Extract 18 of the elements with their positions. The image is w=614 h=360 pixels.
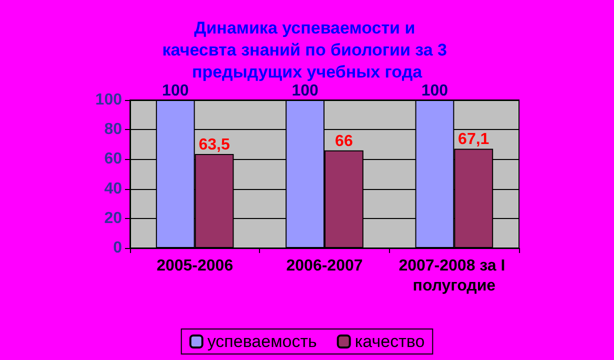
data-label: 67,1 (458, 131, 490, 148)
legend-label: успеваемость (207, 332, 318, 351)
data-label: 63,5 (198, 136, 230, 154)
y-tick-label: 40 (104, 180, 122, 198)
x-tick-label: 2006-2007 (286, 258, 363, 274)
data-label: 100 (421, 82, 448, 100)
y-tick-label: 100 (95, 92, 122, 108)
data-label: 66 (335, 132, 353, 150)
x-tick-label: 2005-2006 (156, 258, 234, 274)
y-tick-label: 60 (104, 150, 122, 168)
data-label: 100 (292, 82, 318, 100)
y-tick-label: 20 (104, 210, 122, 227)
y-tick-label: 0 (113, 240, 122, 256)
data-label: 100 (162, 82, 189, 100)
legend-label: качество (354, 332, 425, 351)
y-tick-label: 80 (104, 121, 122, 138)
chart-title: Динамика успеваемости и качесвта знаний по биологии за 3 предыдущих учебных года (162, 18, 452, 82)
x-tick-label: 2007-2008 за I полугодие (398, 258, 510, 294)
